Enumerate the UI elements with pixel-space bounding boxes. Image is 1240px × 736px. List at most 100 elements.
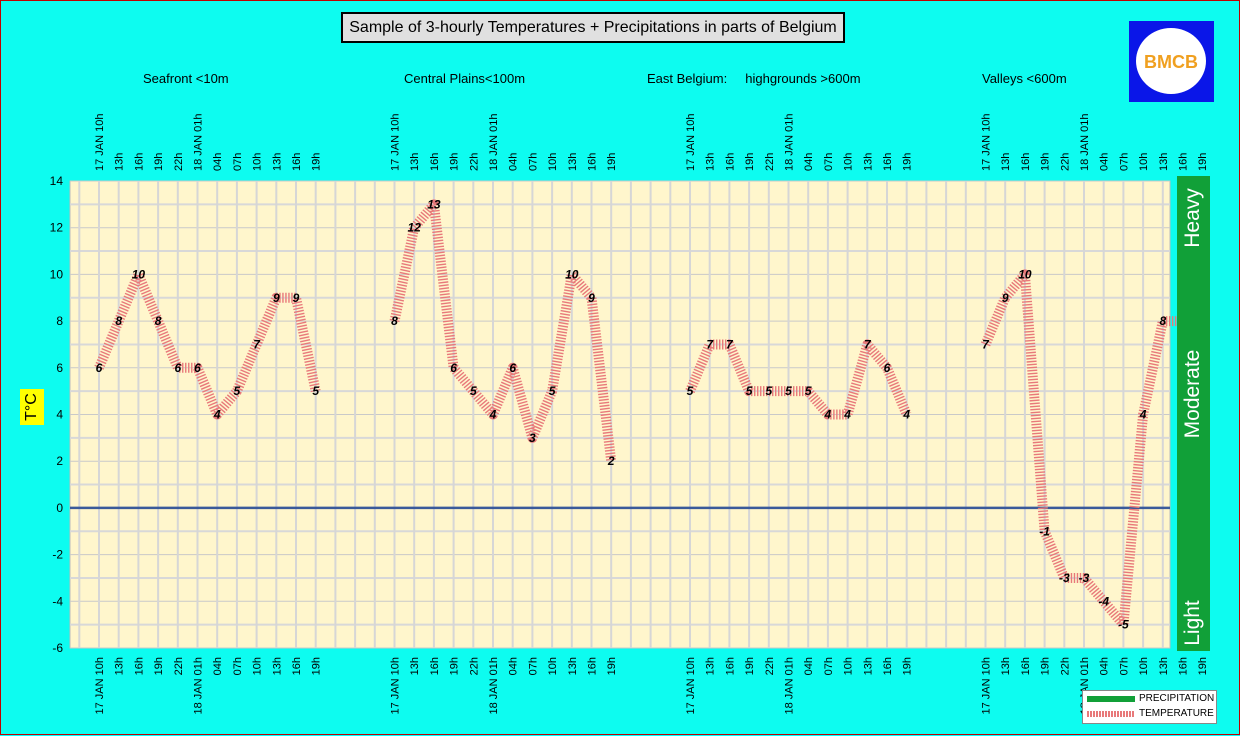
data-label: 5 [549,384,556,398]
data-label: 5 [470,384,477,398]
x-tick-label-bottom: 16h [291,657,303,675]
temperature-series-line [685,339,912,420]
x-tick-label-bottom: 04h [803,657,815,675]
data-label: 9 [273,291,280,305]
x-tick-label-bottom: 19h [1040,657,1052,675]
x-tick-label-bottom: 13h [1158,657,1170,675]
data-label: 4 [489,408,497,422]
x-tick-label-bottom: 10h [547,657,559,675]
x-tick-label-top: 19h [311,153,323,171]
x-tick-label-top: 07h [823,153,835,171]
x-tick-label-bottom: 19h [153,657,165,675]
data-label: 6 [450,361,457,375]
data-label: 9 [1002,291,1009,305]
x-tick-label-bottom: 19h [449,657,461,675]
data-label: 4 [824,408,832,422]
x-tick-label-top: 13h [409,153,421,171]
region-label-east-belgium: East Belgium: highgrounds >600m [647,71,861,86]
x-tick-label-top: 13h [567,153,579,171]
data-label: 4 [902,408,910,422]
data-label: 10 [132,267,146,281]
x-tick-label-top: 10h [252,153,264,171]
x-tick-label-top: 19h [153,153,165,171]
temperature-series-line [389,199,617,462]
x-tick-label-top: 22h [1059,153,1071,171]
legend-item-precipitation: PRECIPITATION [1087,692,1214,706]
data-label: 9 [293,291,300,305]
x-tick-label-top: 10h [547,153,559,171]
y-tick-label: 14 [50,174,64,188]
x-tick-label-bottom: 22h [468,657,480,675]
x-tick-label-top: 16h [429,153,441,171]
x-tick-label-bottom: 16h [724,657,736,675]
data-label: 4 [843,408,851,422]
region-label-seafront: Seafront <10m [143,71,229,86]
x-tick-label-bottom: 22h [764,657,776,675]
x-tick-label-bottom: 04h [212,657,224,675]
x-tick-label-top: 19h [1040,153,1052,171]
data-label: 3 [529,431,536,445]
legend-label-temperature: TEMPERATURE [1139,708,1214,719]
data-label: 12 [408,221,422,235]
x-tick-label-bottom: 04h [508,657,520,675]
x-tick-label-top: 04h [1099,153,1111,171]
legend-swatch-precipitation [1087,696,1135,702]
x-tick-label-bottom: 19h [311,657,323,675]
x-tick-label-top: 19h [744,153,756,171]
y-tick-label: 12 [50,221,64,235]
x-tick-label-top: 19h [1197,153,1209,171]
x-tick-label-bottom: 17 JAN 10h [390,657,402,714]
y-tick-label: 0 [56,501,63,515]
x-tick-label-bottom: 19h [902,657,914,675]
x-tick-label-top: 17 JAN 10h [981,114,993,171]
x-tick-label-bottom: 18 JAN 01h [488,657,500,714]
region-label-valleys: Valleys <600m [982,71,1067,86]
x-tick-label-bottom: 17 JAN 10h [981,657,993,714]
data-label: 7 [253,337,261,351]
x-tick-label-top: 17 JAN 10h [390,114,402,171]
x-tick-label-top: 04h [212,153,224,171]
x-tick-label-top: 19h [902,153,914,171]
data-label: 5 [746,384,753,398]
data-label: 8 [391,314,398,328]
data-label: 7 [726,337,734,351]
data-label: 6 [96,361,103,375]
precip-heavy-label: Heavy [1181,188,1204,248]
x-tick-label-top: 19h [606,153,618,171]
data-label: 6 [884,361,891,375]
x-tick-label-top: 13h [1158,153,1170,171]
temperature-series-line [94,269,321,420]
data-label: 5 [805,384,812,398]
x-tick-label-bottom: 16h [1178,657,1190,675]
x-tick-label-top: 16h [724,153,736,171]
chart-title: Sample of 3-hourly Temperatures + Precip… [341,12,845,43]
x-tick-label-top: 10h [843,153,855,171]
data-label: 4 [1139,408,1147,422]
logo-circle: BMCB [1136,28,1206,94]
x-tick-label-bottom: 10h [1138,657,1150,675]
x-tick-label-bottom: 16h [587,657,599,675]
x-tick-label-top: 16h [291,153,303,171]
data-label: 5 [785,384,792,398]
x-tick-label-bottom: 18 JAN 01h [193,657,205,714]
x-tick-label-top: 16h [1178,153,1190,171]
y-tick-label: -2 [52,548,63,562]
data-label: 7 [982,337,990,351]
x-tick-label-bottom: 10h [252,657,264,675]
x-tick-label-bottom: 04h [1099,657,1111,675]
data-label: 10 [565,267,579,281]
x-tick-label-top: 16h [882,153,894,171]
x-tick-label-bottom: 10h [843,657,855,675]
legend-item-temperature: TEMPERATURE [1087,707,1214,721]
data-label: -3 [1079,571,1090,585]
data-label: 6 [194,361,201,375]
data-label: 9 [588,291,595,305]
x-tick-label-bottom: 22h [173,657,185,675]
data-label: 10 [1018,267,1032,281]
x-tick-label-bottom: 17 JAN 10h [94,657,106,714]
x-tick-label-top: 16h [587,153,599,171]
x-tick-label-bottom: 07h [527,657,539,675]
temperature-series-line [980,269,1208,630]
x-tick-label-bottom: 07h [823,657,835,675]
